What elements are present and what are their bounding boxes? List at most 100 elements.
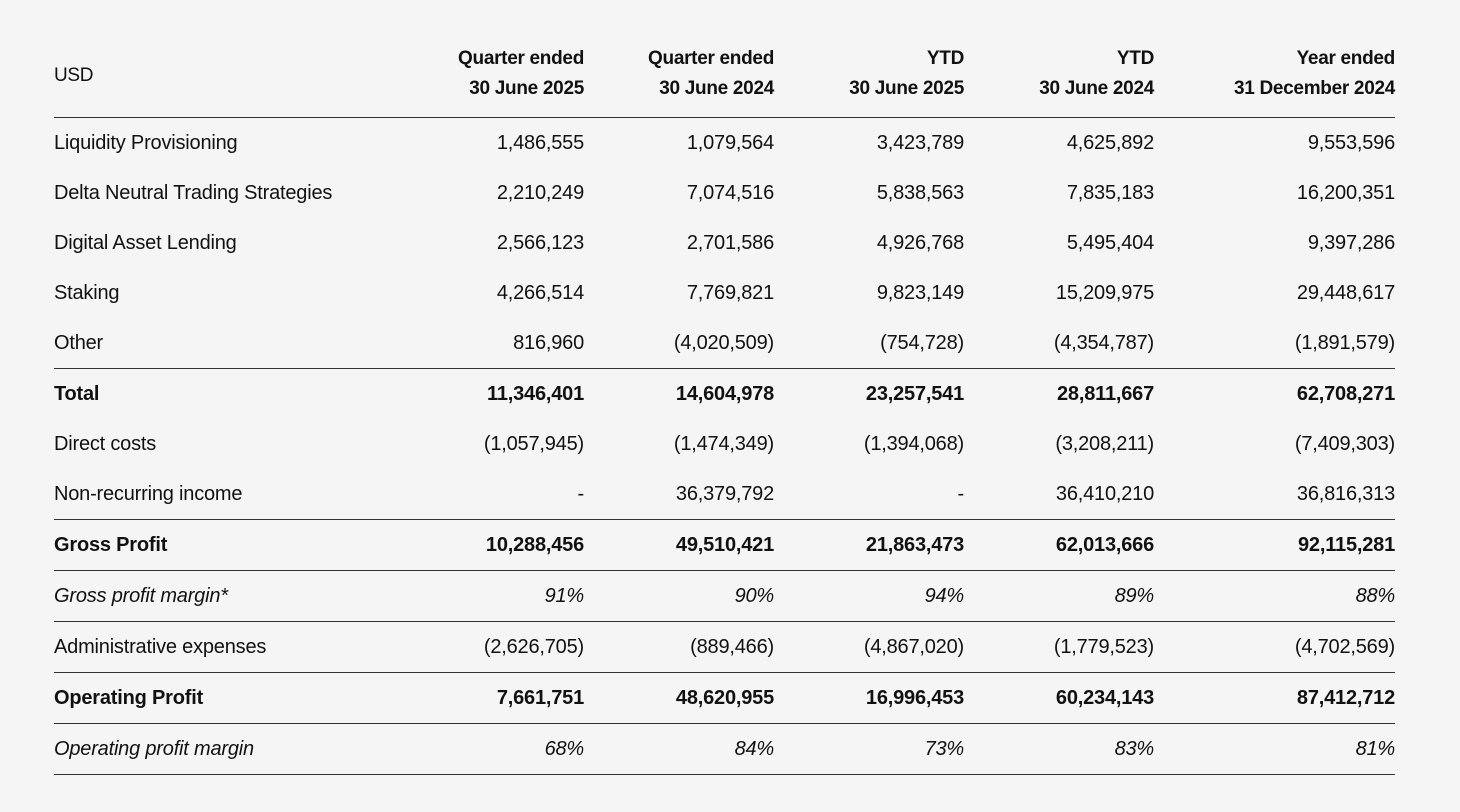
cell-value: 28,811,667 <box>1057 382 1154 405</box>
column-header: Quarter ended 30 June 2025 <box>400 30 584 118</box>
header-row: USD Quarter ended 30 June 2025 Quarter end… <box>54 30 1395 118</box>
table-row: Staking 4,266,514 7,769,821 9,823,149 15,209… <box>54 268 1395 318</box>
cell-value: (889,466) <box>584 621 774 673</box>
row-label: Direct costs <box>54 432 157 455</box>
cell-value: (1,474,349) <box>673 432 774 455</box>
cell-value: (754,728) <box>774 318 964 369</box>
cell-value: 4,926,768 <box>876 231 964 254</box>
cell-value: 83% <box>964 723 1154 775</box>
column-header-line2: 30 June 2025 <box>849 77 964 99</box>
column-header: Year ended 31 December 2024 <box>1154 30 1395 118</box>
cell-value: - <box>400 469 584 520</box>
cell-value: 60,234,143 <box>964 672 1154 724</box>
cell-value: 21,863,473 <box>774 519 964 571</box>
cell-value: (4,020,509) <box>584 318 774 369</box>
cell-value: 5,495,404 <box>1066 231 1154 254</box>
column-header-line1: Year ended <box>1296 47 1396 69</box>
table-row: Total 11,346,401 14,604,978 23,257,541 28,81… <box>54 369 1395 420</box>
cell-value: 9,553,596 <box>1307 131 1395 154</box>
row-label: Other <box>54 318 400 369</box>
cell-value: 92,115,281 <box>1154 519 1395 571</box>
table-row: Gross profit margin* 91% 90% 94% 89% 88% <box>54 570 1395 622</box>
cell-value: 7,769,821 <box>686 281 774 304</box>
cell-value: 36,379,792 <box>584 469 774 520</box>
cell-value: 88% <box>1154 570 1395 622</box>
cell-value: 816,960 <box>400 318 584 369</box>
column-header-line1: Quarter ended <box>458 47 584 69</box>
cell-value: 16,200,351 <box>1296 181 1395 204</box>
cell-value: 2,210,249 <box>496 181 584 204</box>
row-label: Liquidity Provisioning <box>54 131 238 154</box>
cell-value: 7,074,516 <box>686 181 774 204</box>
cell-value: 94% <box>774 570 964 622</box>
cell-value: 14,604,978 <box>675 382 774 405</box>
table-row: Operating Profit 7,661,751 48,620,955 16,99… <box>54 672 1395 724</box>
currency-label: USD <box>54 30 400 118</box>
cell-value: 11,346,401 <box>487 382 584 405</box>
cell-value: 2,701,586 <box>686 231 774 254</box>
row-label: Total <box>54 382 100 405</box>
table-row: Liquidity Provisioning 1,486,555 1,079,564… <box>54 118 1395 169</box>
cell-value: (3,208,211) <box>1055 432 1154 455</box>
table-row: Non-recurring income -36,379,792-36,410,2… <box>54 469 1395 520</box>
cell-value: 68% <box>400 723 584 775</box>
row-label: Digital Asset Lending <box>54 231 237 254</box>
cell-value: 2,566,123 <box>496 231 584 254</box>
cell-value: (4,867,020) <box>774 621 964 673</box>
table-row: Digital Asset Lending 2,566,123 2,701,586 4… <box>54 218 1395 268</box>
table-row: Operating profit margin 68% 84% 73% 83% 81% <box>54 723 1395 775</box>
cell-value: 73% <box>774 723 964 775</box>
cell-value: - <box>774 469 964 520</box>
cell-value: 16,996,453 <box>774 672 964 724</box>
cell-value: 9,397,286 <box>1307 231 1395 254</box>
row-label: Gross Profit <box>54 519 400 571</box>
column-header: Quarter ended 30 June 2024 <box>584 30 774 118</box>
cell-value: 91% <box>400 570 584 622</box>
column-header-line2: 30 June 2024 <box>659 77 774 99</box>
cell-value: 7,835,183 <box>1066 181 1154 204</box>
row-label: Operating profit margin <box>54 723 400 775</box>
column-header-line1: YTD <box>1116 47 1154 69</box>
cell-value: 4,266,514 <box>496 281 584 304</box>
table-row: Delta Neutral Trading Strategies 2,210,24… <box>54 168 1395 218</box>
cell-value: 9,823,149 <box>876 281 964 304</box>
row-label: Gross profit margin* <box>54 570 400 622</box>
financial-table: USD Quarter ended 30 June 2025 Quarter end… <box>54 30 1395 775</box>
column-header: YTD 30 June 2024 <box>964 30 1154 118</box>
column-header: YTD 30 June 2025 <box>774 30 964 118</box>
cell-value: 15,209,975 <box>1055 281 1154 304</box>
cell-value: 3,423,789 <box>876 131 964 154</box>
cell-value: 5,838,563 <box>876 181 964 204</box>
cell-value: (4,354,787) <box>964 318 1154 369</box>
cell-value: 36,410,210 <box>964 469 1154 520</box>
row-label: Non-recurring income <box>54 469 400 520</box>
cell-value: 29,448,617 <box>1296 281 1395 304</box>
table-row: Direct costs (1,057,945) (1,474,349) (1,394… <box>54 419 1395 469</box>
cell-value: 62,013,666 <box>964 519 1154 571</box>
cell-value: (7,409,303) <box>1294 432 1395 455</box>
cell-value: 1,486,555 <box>496 131 584 154</box>
table-row: Other 816,960 (4,020,509) (754,728) (4,354,7… <box>54 318 1395 369</box>
cell-value: 62,708,271 <box>1296 382 1395 405</box>
cell-value: 48,620,955 <box>584 672 774 724</box>
row-label: Staking <box>54 281 120 304</box>
cell-value: (1,394,068) <box>863 432 964 455</box>
table-row: Administrative expenses (2,626,705) (889,4… <box>54 621 1395 673</box>
cell-value: 4,625,892 <box>1066 131 1154 154</box>
row-label: Administrative expenses <box>54 621 400 673</box>
row-label: Operating Profit <box>54 672 400 724</box>
cell-value: (2,626,705) <box>400 621 584 673</box>
column-header-line1: Quarter ended <box>648 47 774 69</box>
cell-value: 7,661,751 <box>400 672 584 724</box>
cell-value: 90% <box>584 570 774 622</box>
cell-value: 1,079,564 <box>686 131 774 154</box>
cell-value: 87,412,712 <box>1154 672 1395 724</box>
cell-value: 36,816,313 <box>1154 469 1395 520</box>
cell-value: (1,891,579) <box>1154 318 1395 369</box>
cell-value: 10,288,456 <box>400 519 584 571</box>
row-label: Delta Neutral Trading Strategies <box>54 181 333 204</box>
column-header-line2: 30 June 2025 <box>469 77 584 99</box>
column-header-line1: YTD <box>926 47 964 69</box>
column-header-line2: 30 June 2024 <box>1039 77 1154 99</box>
cell-value: 23,257,541 <box>865 382 964 405</box>
